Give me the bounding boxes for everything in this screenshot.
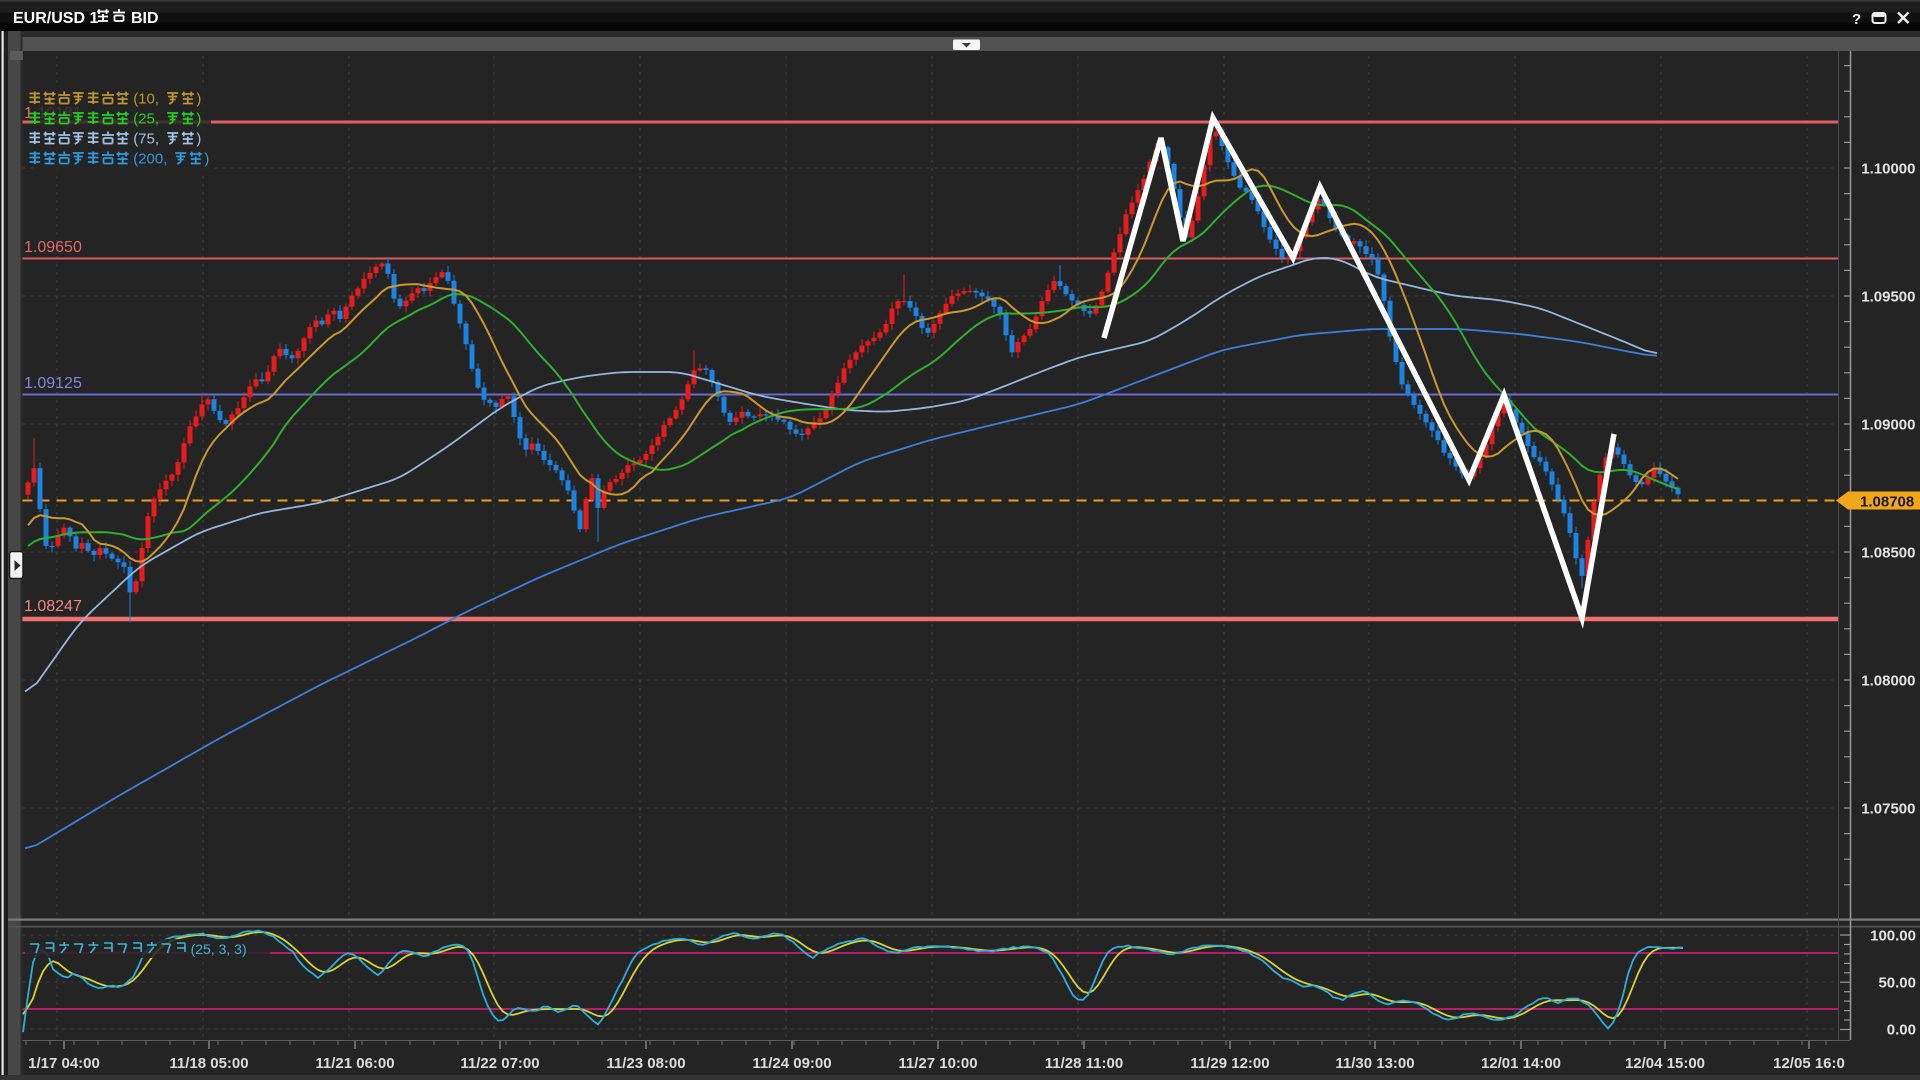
- svg-text:12/01 14:00: 12/01 14:00: [1481, 1055, 1561, 1072]
- svg-text:1.09125: 1.09125: [24, 375, 82, 392]
- svg-text:12/05 16:0: 12/05 16:0: [1773, 1055, 1845, 1072]
- svg-text:): ): [204, 151, 209, 168]
- svg-text:1.08708: 1.08708: [1860, 494, 1914, 511]
- svg-text:11/30 13:00: 11/30 13:00: [1335, 1055, 1414, 1072]
- svg-text:12/04 15:00: 12/04 15:00: [1625, 1055, 1705, 1072]
- svg-text:): ): [196, 111, 201, 128]
- svg-text:11/27 10:00: 11/27 10:00: [898, 1055, 977, 1072]
- svg-text:1.08000: 1.08000: [1861, 673, 1915, 690]
- svg-text:11/21 06:00: 11/21 06:00: [315, 1055, 394, 1072]
- svg-text:BID: BID: [131, 10, 159, 27]
- svg-text:): ): [196, 131, 201, 148]
- svg-text:1.09500: 1.09500: [1861, 289, 1915, 306]
- svg-text:11/22 07:00: 11/22 07:00: [460, 1055, 539, 1072]
- svg-text:1.08500: 1.08500: [1861, 545, 1915, 562]
- svg-text:0.00: 0.00: [1887, 1022, 1916, 1039]
- svg-text:50.00: 50.00: [1878, 975, 1916, 992]
- svg-text:(25,: (25,: [133, 111, 159, 128]
- svg-text:11/23 08:00: 11/23 08:00: [606, 1055, 685, 1072]
- svg-text:?: ?: [1852, 11, 1861, 28]
- svg-text:1.09650: 1.09650: [24, 239, 82, 256]
- svg-text:11/24 09:00: 11/24 09:00: [752, 1055, 831, 1072]
- svg-text:1.09000: 1.09000: [1861, 417, 1915, 434]
- svg-text:1.07500: 1.07500: [1861, 801, 1915, 818]
- svg-text:11/28 11:00: 11/28 11:00: [1045, 1055, 1123, 1072]
- svg-text:1.10000: 1.10000: [1861, 161, 1915, 178]
- svg-text:(10,: (10,: [133, 91, 159, 108]
- svg-text:): ): [196, 91, 201, 108]
- svg-text:1.08247: 1.08247: [24, 598, 82, 615]
- svg-text:11/18 05:00: 11/18 05:00: [169, 1055, 248, 1072]
- svg-text:EUR/USD 1: EUR/USD 1: [13, 10, 98, 27]
- svg-text:(25, 3, 3): (25, 3, 3): [191, 941, 247, 957]
- svg-text:100.00: 100.00: [1870, 928, 1916, 945]
- svg-text:11/29 12:00: 11/29 12:00: [1190, 1055, 1269, 1072]
- svg-text:(75,: (75,: [133, 131, 159, 148]
- svg-text:1/17 04:00: 1/17 04:00: [28, 1055, 100, 1072]
- svg-text:(200,: (200,: [133, 151, 167, 168]
